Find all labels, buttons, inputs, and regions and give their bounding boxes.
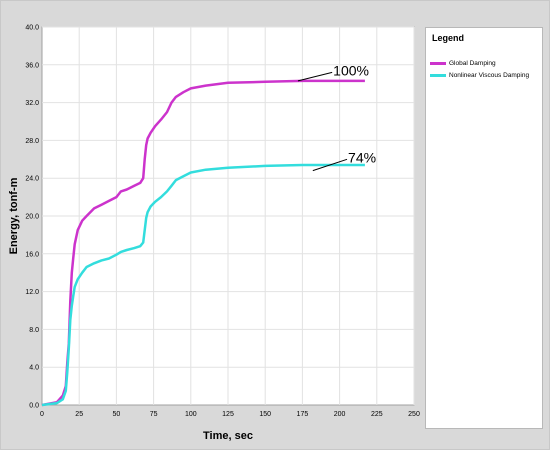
y-tick-label: 4.0 [29, 365, 39, 372]
grid-layer [42, 26, 415, 405]
series-layer [41, 79, 365, 407]
x-tick-label: 75 [150, 411, 158, 418]
legend: Legend Global Damping Nonlinear Viscous … [425, 27, 543, 429]
y-tick-label: 16.0 [25, 251, 39, 258]
y-tick-label: 28.0 [25, 138, 39, 145]
y-tick-label: 8.0 [29, 327, 39, 334]
x-tick-label: 125 [222, 411, 234, 418]
x-tick-label: 25 [75, 411, 83, 418]
legend-title: Legend [432, 33, 465, 43]
y-axis-title: Energy, tonf-m [8, 177, 20, 254]
x-tick-label: 225 [371, 411, 383, 418]
y-tick-label: 0.0 [29, 403, 39, 410]
legend-label-global-damping: Global Damping [449, 59, 496, 67]
y-tick-label: 20.0 [25, 214, 39, 221]
y-tick-label: 12.0 [25, 289, 39, 296]
x-axis-title: Time, sec [203, 430, 253, 442]
legend-item-nonlinear-viscous-damping: Nonlinear Viscous Damping [430, 70, 529, 80]
x-tick-label: 200 [334, 411, 346, 418]
legend-swatch-global-damping [430, 61, 446, 65]
y-tick-label: 36.0 [25, 62, 39, 69]
x-tick-label: 150 [259, 411, 271, 418]
x-tick-label: 0 [40, 411, 44, 418]
annotation-layer: 100% 74% [297, 62, 376, 172]
series-line-global-damping [41, 79, 365, 407]
x-tick-label: 175 [297, 411, 309, 418]
annotation-leader-line [312, 158, 348, 172]
legend-swatch-nonlinear-viscous-damping [430, 73, 446, 77]
y-tick-label: 32.0 [25, 100, 39, 107]
y-tick-label: 40.0 [25, 25, 39, 32]
x-tick-label: 100 [185, 411, 197, 418]
series-line-nonlinear-viscous-damping [41, 163, 365, 407]
annotation-label: 100% [333, 62, 369, 78]
axis-layer: 0 25 50 75 100 125 150 175 200 225 250 0.0 4.0 8.0 12.… [25, 25, 420, 419]
x-tick-label: 50 [113, 411, 121, 418]
x-tick-label: 250 [408, 411, 420, 418]
legend-item-global-damping: Global Damping [430, 58, 496, 68]
y-tick-label: 24.0 [25, 176, 39, 183]
annotation-label: 74% [348, 149, 376, 165]
annotation-leader-line [297, 71, 333, 82]
legend-label-nonlinear-viscous-damping: Nonlinear Viscous Damping [449, 71, 530, 79]
